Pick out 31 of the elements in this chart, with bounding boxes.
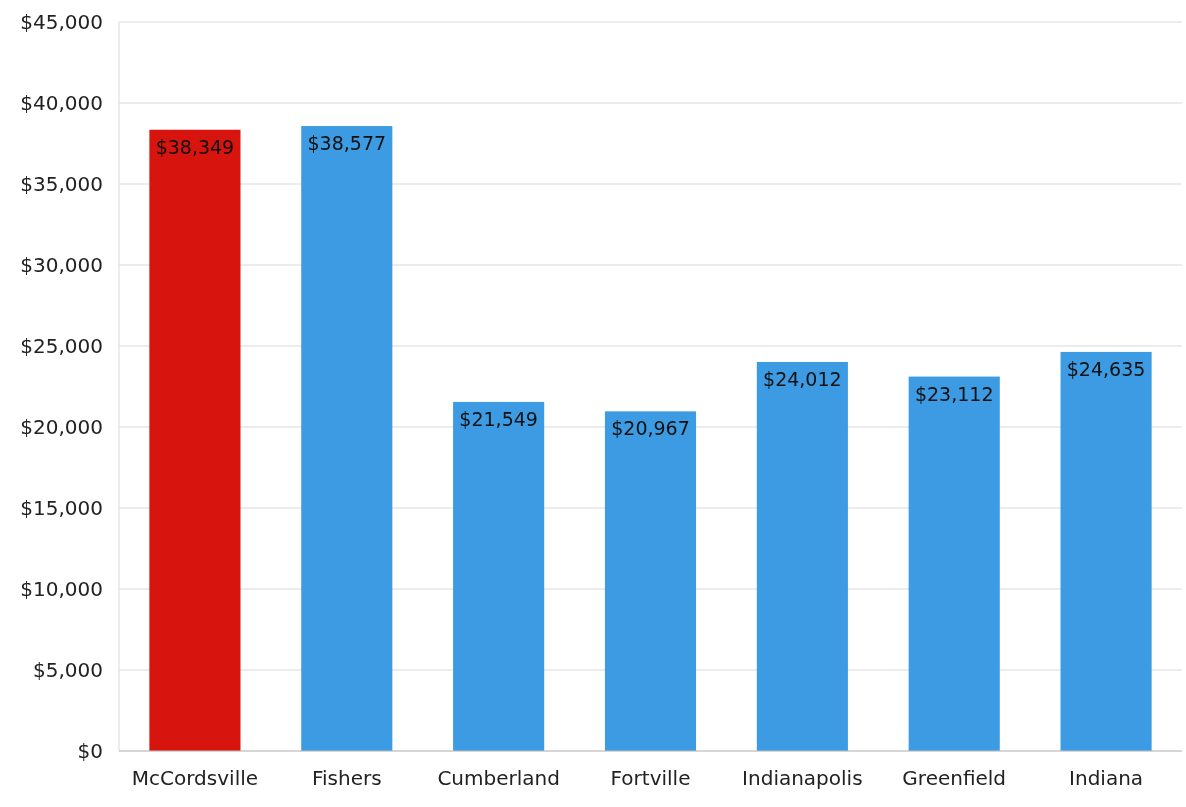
y-tick-label: $35,000 [20,172,103,196]
x-tick-label: Greenfield [902,766,1007,790]
bar [453,401,545,751]
bar [604,411,697,751]
data-label: $20,967 [611,417,690,440]
x-tick-label: Cumberland [437,766,560,790]
data-label: $38,577 [307,132,387,155]
y-tick-label: $25,000 [20,334,103,358]
bar [1060,351,1152,751]
y-tick-label: $30,000 [20,253,103,277]
y-tick-label: $40,000 [20,91,103,115]
y-tick-label: $10,000 [20,577,103,601]
data-label: $24,012 [763,368,842,391]
data-label: $23,112 [914,382,994,405]
y-tick-label: $15,000 [20,496,103,520]
data-label: $24,635 [1066,357,1146,380]
x-tick-label: McCordsville [131,766,259,790]
bar [908,376,1000,751]
data-label: $38,349 [155,135,235,158]
x-tick-label: Fishers [311,766,382,790]
y-tick-label: $45,000 [20,10,103,34]
data-label: $21,549 [459,407,538,430]
x-tick-label: Indiana [1069,766,1144,790]
bar [756,362,848,751]
bar [301,126,393,751]
y-tick-label: $5,000 [33,658,103,682]
x-tick-label: Fortville [610,766,691,790]
y-tick-label: $20,000 [20,415,103,439]
bar [149,129,241,751]
y-tick-label: $0 [77,739,103,763]
x-tick-label: Indianapolis [742,766,863,790]
